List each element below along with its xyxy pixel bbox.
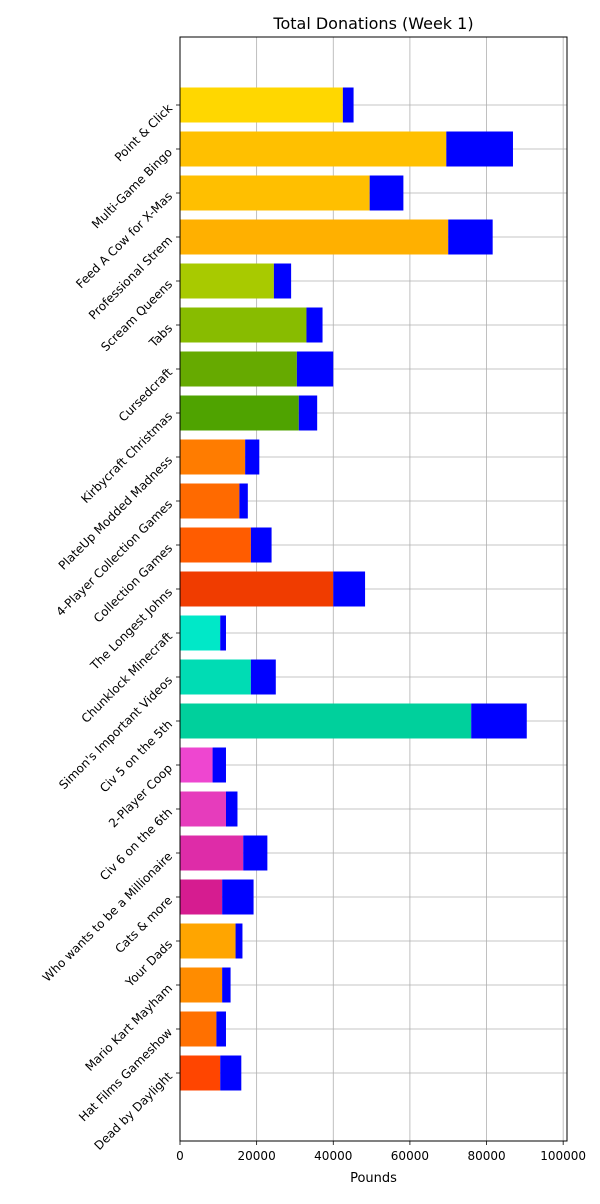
y-tick-label: Collection Games <box>91 541 175 625</box>
bar-additional <box>298 395 318 431</box>
bar-base <box>180 571 334 607</box>
bar-additional <box>369 175 404 211</box>
bar-additional <box>216 1011 226 1047</box>
bars <box>180 87 527 1091</box>
bar-additional <box>222 879 254 915</box>
bar-additional <box>250 659 276 695</box>
x-axis-label: Pounds <box>350 1171 397 1186</box>
bar-base <box>180 439 246 475</box>
x-tick-label: 100000 <box>540 1149 586 1163</box>
bar-base <box>180 703 472 739</box>
y-tick-label: Dead by Daylight <box>92 1069 176 1153</box>
bar-base <box>180 87 343 123</box>
bar-base <box>180 1055 221 1091</box>
x-tick-label: 60000 <box>391 1149 429 1163</box>
bar-additional <box>220 615 226 651</box>
bar-additional <box>448 219 493 255</box>
bar-base <box>180 351 297 387</box>
bar-additional <box>220 1055 242 1091</box>
bar-additional <box>273 263 292 299</box>
bar-additional <box>250 527 272 563</box>
bar-base <box>180 131 447 167</box>
y-tick-label: Professional Strem <box>86 233 175 322</box>
x-axis-ticks: 0 20000 40000 60000 80000 100000 <box>176 1141 586 1163</box>
bar-additional <box>471 703 527 739</box>
y-tick-label: Multi-Game Bingo <box>89 145 175 231</box>
bar-base <box>180 659 251 695</box>
bar-additional <box>342 87 354 123</box>
bar-base <box>180 791 226 827</box>
bar-base <box>180 175 370 211</box>
bar-additional <box>333 571 366 607</box>
bar-additional <box>235 923 243 959</box>
bar-base <box>180 219 449 255</box>
bar-base <box>180 483 240 519</box>
bar-base <box>180 747 213 783</box>
bar-base <box>180 615 221 651</box>
bar-base <box>180 263 274 299</box>
bar-additional <box>225 791 238 827</box>
y-tick-label: Tabs <box>146 321 175 350</box>
bar-base <box>180 923 236 959</box>
bar-additional <box>212 747 226 783</box>
bar-base <box>180 395 299 431</box>
x-tick-label: 0 <box>176 1149 184 1163</box>
y-tick-label: Mario Kart Mayham <box>82 981 175 1074</box>
bar-additional <box>239 483 248 519</box>
x-tick-label: 80000 <box>467 1149 505 1163</box>
bar-additional <box>243 835 268 871</box>
x-tick-label: 40000 <box>314 1149 352 1163</box>
bar-base <box>180 967 223 1003</box>
bar-base <box>180 879 223 915</box>
y-tick-label: The Longest Johns <box>87 585 175 673</box>
bar-additional <box>222 967 231 1003</box>
x-tick-label: 20000 <box>238 1149 276 1163</box>
bar-additional <box>306 307 323 343</box>
bar-additional <box>296 351 334 387</box>
bar-additional <box>245 439 260 475</box>
bar-additional <box>446 131 513 167</box>
bar-base <box>180 1011 217 1047</box>
bar-base <box>180 835 244 871</box>
bar-base <box>180 307 307 343</box>
bar-base <box>180 527 251 563</box>
chart-title: Total Donations (Week 1) <box>272 14 473 33</box>
